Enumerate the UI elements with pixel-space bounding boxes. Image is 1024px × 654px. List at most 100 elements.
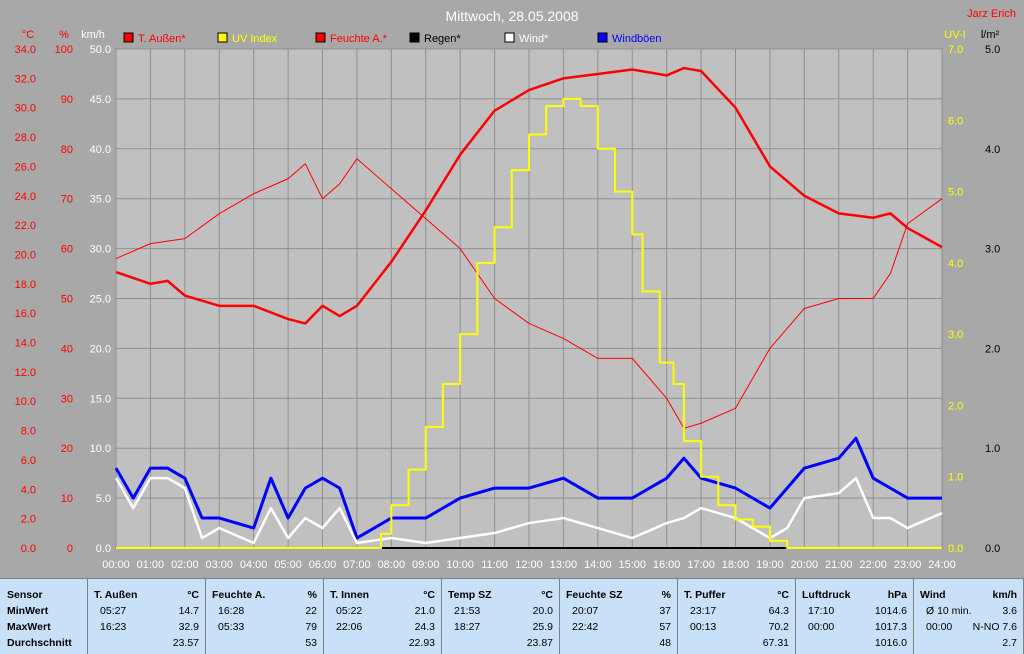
legend-label: Regen* — [424, 33, 461, 45]
temp-tick-label: 16.0 — [15, 308, 36, 320]
wind-tick-label: 0.0 — [96, 543, 111, 555]
legend-label: T. Außen* — [138, 33, 186, 45]
x-tick-label: 10:00 — [446, 559, 474, 571]
stats-max-time: 05:33 — [218, 621, 244, 633]
stats-max-value: 32.9 — [179, 621, 199, 633]
wind-tick-label: 15.0 — [90, 393, 111, 405]
humidity-tick-label: 80 — [61, 144, 73, 156]
x-tick-label: 06:00 — [309, 559, 337, 571]
stats-avg-value: 22.93 — [409, 637, 435, 649]
rain-tick-label: 2.0 — [985, 343, 1000, 355]
stats-min-time: Ø 10 min. — [926, 605, 972, 617]
uv-tick-label: 3.0 — [948, 329, 963, 341]
rain-tick-label: 4.0 — [985, 144, 1000, 156]
x-tick-label: 13:00 — [550, 559, 578, 571]
legend-swatch — [505, 33, 514, 42]
temp-tick-label: 6.0 — [21, 455, 36, 467]
stats-label-column: Sensor MinWert MaxWert Durchschnitt — [0, 579, 88, 654]
wind-unit-label: km/h — [81, 29, 105, 41]
rain-tick-label: 1.0 — [985, 443, 1000, 455]
x-tick-label: 00:00 — [102, 559, 130, 571]
uv-tick-label: 7.0 — [948, 44, 963, 56]
stats-max-time: 00:13 — [690, 621, 716, 633]
stats-min-value: 14.7 — [179, 605, 199, 617]
humidity-tick-label: 40 — [61, 343, 73, 355]
x-tick-label: 23:00 — [894, 559, 922, 571]
legend-label: Windböen — [612, 33, 662, 45]
stats-min-value: 3.6 — [1002, 605, 1017, 617]
chart-area: Mittwoch, 28.05.2008 Jarz Erich T. Außen* U… — [0, 0, 1024, 578]
stats-column: Temp SZ °C 21:53 20.0 18:27 25.9 23.87 — [442, 579, 560, 654]
wind-tick-label: 20.0 — [90, 343, 111, 355]
stats-min-value: 21.0 — [415, 605, 435, 617]
stats-column: Luftdruck hPa 17:10 1014.6 00:00 1017.3 1016.0 — [796, 579, 914, 654]
temp-tick-label: 12.0 — [15, 367, 36, 379]
stats-min-value: 20.0 — [533, 605, 553, 617]
x-tick-label: 02:00 — [171, 559, 199, 571]
temp-tick-label: 8.0 — [21, 426, 36, 438]
temp-tick-label: 10.0 — [15, 396, 36, 408]
x-tick-label: 05:00 — [274, 559, 302, 571]
stats-sensor-name: Luftdruck — [802, 589, 850, 601]
wind-tick-label: 35.0 — [90, 194, 111, 206]
uv-tick-label: 4.0 — [948, 258, 963, 270]
temp-tick-label: 26.0 — [15, 161, 36, 173]
wind-tick-label: 45.0 — [90, 94, 111, 106]
stats-avg-value: 67.31 — [763, 637, 789, 649]
rain-tick-label: 5.0 — [985, 44, 1000, 56]
stats-sensor-name: T. Innen — [330, 589, 369, 601]
chart-title: Mittwoch, 28.05.2008 — [445, 8, 578, 24]
temp-tick-label: 20.0 — [15, 249, 36, 261]
rain-unit-label: l/m² — [981, 29, 1000, 41]
x-tick-label: 14:00 — [584, 559, 612, 571]
stats-min-value: 64.3 — [769, 605, 789, 617]
temp-tick-label: 14.0 — [15, 338, 36, 350]
stats-min-time: 05:27 — [100, 605, 126, 617]
stats-sensor-unit: % — [662, 589, 671, 601]
stats-sensor-name: T. Außen — [94, 589, 137, 601]
stats-avg-value: 1016.0 — [875, 637, 907, 649]
stats-min-time: 21:53 — [454, 605, 480, 617]
row-label-max: MaxWert — [7, 621, 51, 633]
uv-tick-label: 5.0 — [948, 187, 963, 199]
wind-tick-label: 5.0 — [96, 493, 111, 505]
uv-tick-label: 6.0 — [948, 115, 963, 127]
stats-min-time: 16:28 — [218, 605, 244, 617]
legend-swatch — [410, 33, 419, 42]
stats-column: Wind km/h Ø 10 min. 3.6 00:00 N-NO 7.6 2.7 — [914, 579, 1024, 654]
x-tick-label: 15:00 — [618, 559, 646, 571]
stats-sensor-unit: °C — [423, 589, 435, 601]
temp-tick-label: 32.0 — [15, 73, 36, 85]
legend-swatch — [218, 33, 227, 42]
row-label-avg: Durchschnitt — [7, 637, 72, 649]
x-tick-label: 08:00 — [378, 559, 406, 571]
uv-tick-label: 0.0 — [948, 543, 963, 555]
x-tick-label: 11:00 — [481, 559, 508, 571]
stats-avg-value: 2.7 — [1002, 637, 1017, 649]
x-tick-label: 12:00 — [515, 559, 543, 571]
legend-label: Feuchte A.* — [330, 33, 388, 45]
temp-tick-label: 18.0 — [15, 279, 36, 291]
temp-tick-label: 22.0 — [15, 220, 36, 232]
humidity-tick-label: 30 — [61, 393, 73, 405]
stats-min-time: 23:17 — [690, 605, 716, 617]
weather-chart: Mittwoch, 28.05.2008 Jarz Erich T. Außen* U… — [0, 0, 1024, 578]
stats-min-time: 17:10 — [808, 605, 834, 617]
stats-min-time: 05:22 — [336, 605, 362, 617]
stats-max-value: 1017.3 — [875, 621, 907, 633]
humidity-tick-label: 50 — [61, 294, 73, 306]
x-tick-label: 21:00 — [825, 559, 853, 571]
x-tick-label: 24:00 — [928, 559, 956, 571]
sensor-label: Sensor — [7, 589, 43, 601]
stats-sensor-unit: °C — [541, 589, 553, 601]
humidity-tick-label: 60 — [61, 244, 73, 256]
temp-tick-label: 24.0 — [15, 191, 36, 203]
stats-column: T. Puffer °C 23:17 64.3 00:13 70.2 67.31 — [678, 579, 796, 654]
temp-tick-label: 34.0 — [15, 44, 36, 56]
humidity-tick-label: 20 — [61, 443, 73, 455]
stats-column: T. Außen °C 05:27 14.7 16:23 32.9 23.57 — [88, 579, 206, 654]
rain-tick-label: 0.0 — [985, 543, 1000, 555]
x-tick-label: 22:00 — [859, 559, 887, 571]
stats-column: Feuchte A.% 16:28 22 05:33 79 53 — [206, 579, 324, 654]
stats-avg-value: 48 — [659, 637, 671, 649]
